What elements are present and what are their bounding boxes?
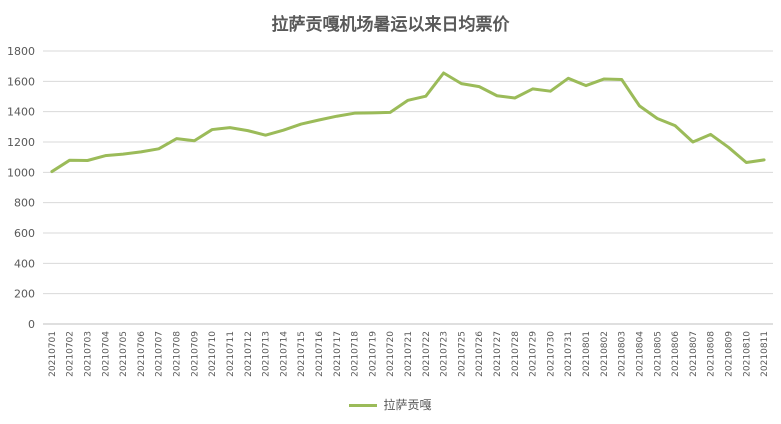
x-tick-label: 20210802	[600, 331, 610, 377]
x-tick-label: 20210723	[440, 331, 450, 377]
x-tick-label: 20210718	[351, 331, 361, 377]
x-tick-label: 20210719	[368, 331, 378, 377]
x-tick-label: 20210808	[707, 331, 717, 377]
x-tick-label: 20210803	[618, 331, 628, 377]
x-tick-label: 20210717	[333, 331, 343, 377]
x-tick-label: 20210702	[66, 331, 76, 377]
x-tick-label: 20210728	[511, 331, 521, 377]
x-tick-label: 20210704	[101, 331, 111, 377]
legend: 拉萨贡嘎	[0, 396, 781, 413]
y-tick-label: 0	[28, 318, 35, 331]
x-tick-label: 20210712	[244, 331, 254, 377]
x-tick-label: 20210721	[404, 331, 414, 377]
x-tick-label: 20210716	[315, 331, 325, 377]
x-tick-label: 20210804	[635, 331, 645, 377]
y-tick-label: 1400	[7, 106, 35, 119]
x-tick-label: 20210811	[760, 331, 770, 377]
x-tick-label: 20210729	[529, 331, 539, 377]
x-tick-label: 20210730	[546, 331, 556, 377]
x-tick-label: 20210805	[653, 331, 663, 377]
x-tick-label: 20210810	[742, 331, 752, 377]
x-tick-label: 20210705	[119, 331, 129, 377]
x-tick-label: 20210714	[279, 331, 289, 377]
y-tick-label: 600	[14, 227, 35, 240]
x-tick-label: 20210726	[475, 331, 485, 377]
x-tick-label: 20210806	[671, 331, 681, 377]
x-tick-label: 20210706	[137, 331, 147, 377]
x-tick-label: 20210715	[297, 331, 307, 377]
y-tick-label: 200	[14, 288, 35, 301]
x-tick-label: 20210709	[190, 331, 200, 377]
y-tick-label: 1200	[7, 136, 35, 149]
x-tick-label: 20210807	[689, 331, 699, 377]
x-tick-label: 20210707	[155, 331, 165, 377]
y-tick-label: 1600	[7, 75, 35, 88]
x-tick-label: 20210727	[493, 331, 503, 377]
y-tick-label: 1000	[7, 166, 35, 179]
legend-label: 拉萨贡嘎	[383, 398, 432, 412]
x-tick-label: 20210809	[724, 331, 734, 377]
x-tick-label: 20210731	[564, 331, 574, 377]
y-tick-label: 400	[14, 257, 35, 270]
x-tick-label: 20210711	[226, 331, 236, 377]
x-tick-label: 20210722	[422, 331, 432, 377]
x-tick-label: 20210725	[457, 331, 467, 377]
legend-swatch	[349, 404, 378, 407]
x-tick-label: 20210708	[173, 331, 183, 377]
chart-title: 拉萨贡嘎机场暑运以来日均票价	[271, 15, 510, 35]
x-tick-label: 20210701	[48, 331, 58, 377]
y-tick-label: 1800	[7, 45, 35, 58]
x-tick-label: 20210713	[262, 331, 272, 377]
x-tick-label: 20210703	[84, 331, 94, 377]
series-line	[50, 71, 766, 174]
x-tick-label: 20210710	[208, 331, 218, 377]
y-tick-label: 800	[14, 197, 35, 210]
x-tick-label: 20210720	[386, 331, 396, 377]
x-tick-label: 20210801	[582, 331, 592, 377]
